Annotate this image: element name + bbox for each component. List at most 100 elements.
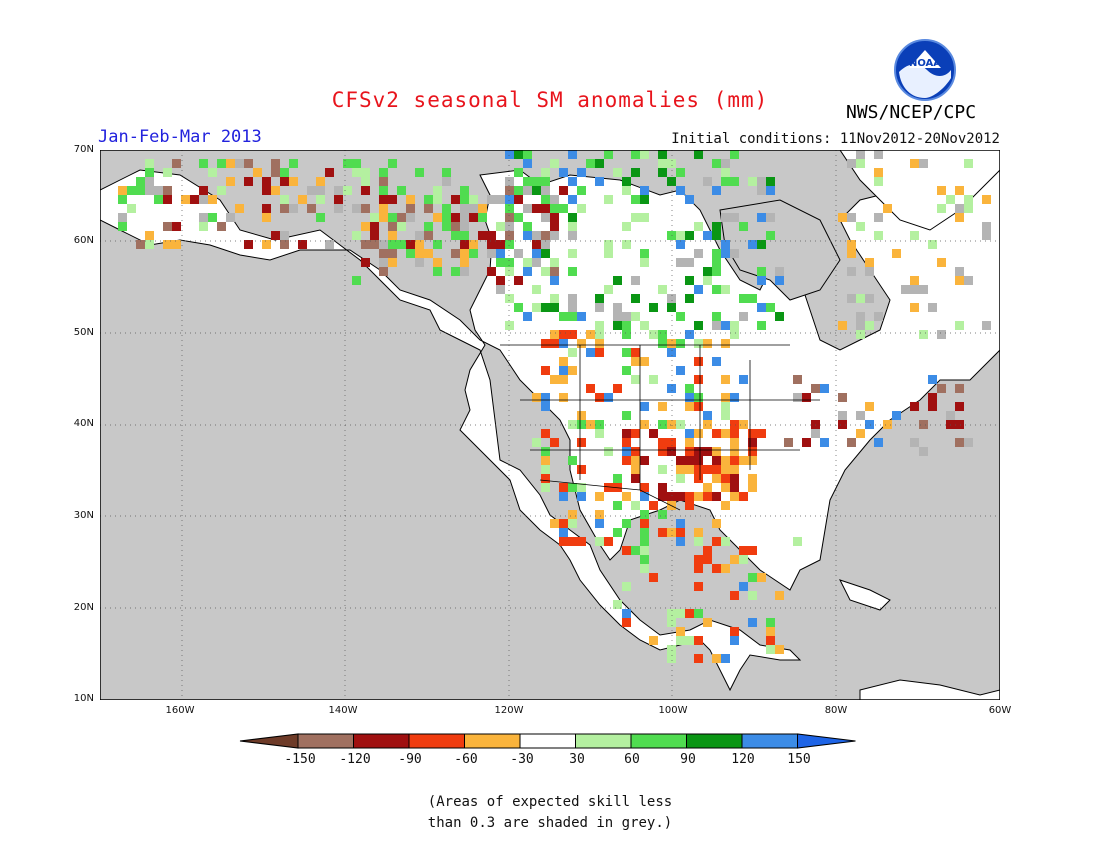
anomaly-cell-41 <box>289 159 298 168</box>
anomaly-cell-133 <box>379 168 388 177</box>
anomaly-cell-307 <box>523 231 532 240</box>
anomaly-cell-749 <box>928 375 937 384</box>
anomaly-cell-691 <box>712 429 721 438</box>
anomaly-cell-759 <box>874 150 883 159</box>
anomaly-cell-782 <box>955 267 964 276</box>
anomaly-cell-631 <box>739 456 748 465</box>
anomaly-cell-589 <box>568 537 577 546</box>
anomaly-cell-824 <box>712 654 721 663</box>
anomaly-cell-190 <box>424 249 433 258</box>
anomaly-cell-869 <box>676 537 685 546</box>
anomaly-cell-684 <box>712 447 721 456</box>
lat-label-70n: 70N <box>73 144 94 155</box>
anomaly-cell-224 <box>388 213 397 222</box>
anomaly-cell-115 <box>226 213 235 222</box>
anomaly-cell-227 <box>460 258 469 267</box>
legend-swatch-10 <box>797 733 856 749</box>
lon-label-140w: 140W <box>328 705 358 716</box>
anomaly-cell-623 <box>730 465 739 474</box>
anomaly-cell-536 <box>640 519 649 528</box>
anomaly-cell-857 <box>721 564 730 573</box>
anomaly-cell-762 <box>928 240 937 249</box>
anomaly-cell-30 <box>118 186 127 195</box>
legend-swatch-8 <box>686 733 743 749</box>
anomaly-cell-520 <box>595 339 604 348</box>
anomaly-cell-720 <box>946 420 955 429</box>
anomaly-cell-689 <box>622 429 631 438</box>
anomaly-cell-770 <box>856 330 865 339</box>
anomaly-cell-695 <box>658 447 667 456</box>
anomaly-cell-233 <box>388 231 397 240</box>
anomaly-cell-799 <box>982 321 991 330</box>
anomaly-cell-101 <box>199 159 208 168</box>
anomaly-cell-843 <box>712 564 721 573</box>
anomaly-cell-305 <box>685 195 694 204</box>
anomaly-cell-367 <box>748 177 757 186</box>
anomaly-cell-769 <box>847 267 856 276</box>
anomaly-cell-615 <box>649 501 658 510</box>
anomaly-cell-593 <box>676 420 685 429</box>
anomaly-cell-83 <box>289 177 298 186</box>
anomaly-cell-61 <box>316 213 325 222</box>
anomaly-cell-466 <box>721 537 730 546</box>
anomaly-cell-230 <box>379 258 388 267</box>
anomaly-cell-610 <box>595 519 604 528</box>
anomaly-cell-206 <box>505 213 514 222</box>
anomaly-cell-263 <box>568 267 577 276</box>
anomaly-cell-719 <box>865 420 874 429</box>
anomaly-cell-594 <box>568 330 577 339</box>
anomaly-cell-429 <box>658 285 667 294</box>
anomaly-cell-850 <box>649 573 658 582</box>
anomaly-cell-371 <box>640 213 649 222</box>
noaa-logo: NOAA <box>894 39 956 101</box>
anomaly-cell-300 <box>748 294 757 303</box>
anomaly-cell-395 <box>685 258 694 267</box>
anomaly-cell-715 <box>802 393 811 402</box>
anomaly-cell-658 <box>721 483 730 492</box>
anomaly-cell-553 <box>649 375 658 384</box>
anomaly-cell-189 <box>514 249 523 258</box>
anomaly-cell-745 <box>910 402 919 411</box>
anomaly-cell-791 <box>982 231 991 240</box>
anomaly-cell-251 <box>487 195 496 204</box>
anomaly-cell-276 <box>622 312 631 321</box>
anomaly-cell-570 <box>550 438 559 447</box>
anomaly-cell-16 <box>334 195 343 204</box>
anomaly-cell-743 <box>838 411 847 420</box>
anomaly-cell-825 <box>739 582 748 591</box>
anomaly-cell-638 <box>730 420 739 429</box>
anomaly-cell-226 <box>496 195 505 204</box>
anomaly-cell-624 <box>676 465 685 474</box>
anomaly-cell-812 <box>622 582 631 591</box>
anomaly-cell-456 <box>595 429 604 438</box>
skill-footnote: (Areas of expected skill less than 0.3 a… <box>0 792 1100 834</box>
anomaly-cell-120 <box>136 177 145 186</box>
anomaly-cell-349 <box>568 231 577 240</box>
anomaly-cell-299 <box>496 249 505 258</box>
anomaly-cell-840 <box>694 582 703 591</box>
anomaly-cell-68 <box>460 204 469 213</box>
anomaly-cell-733 <box>874 438 883 447</box>
anomaly-cell-348 <box>721 240 730 249</box>
anomaly-cell-114 <box>325 240 334 249</box>
anomaly-cell-215 <box>541 204 550 213</box>
anomaly-cell-484 <box>631 348 640 357</box>
anomaly-cell-177 <box>388 222 397 231</box>
anomaly-cell-783 <box>964 159 973 168</box>
anomaly-cell-377 <box>550 159 559 168</box>
anomaly-cell-74 <box>145 168 154 177</box>
anomaly-cell-525 <box>613 384 622 393</box>
anomaly-cell-422 <box>712 186 721 195</box>
anomaly-cell-96 <box>334 186 343 195</box>
anomaly-cell-150 <box>406 249 415 258</box>
anomaly-cell-737 <box>919 447 928 456</box>
anomaly-cell-337 <box>514 303 523 312</box>
anomaly-cell-671 <box>730 483 739 492</box>
anomaly-cell-76 <box>235 159 244 168</box>
anomaly-cell-338 <box>523 186 532 195</box>
anomaly-cell-157 <box>379 204 388 213</box>
anomaly-cell-800 <box>865 258 874 267</box>
legend-swatch-1 <box>297 733 354 749</box>
anomaly-cell-500 <box>739 375 748 384</box>
anomaly-cell-729 <box>892 411 901 420</box>
